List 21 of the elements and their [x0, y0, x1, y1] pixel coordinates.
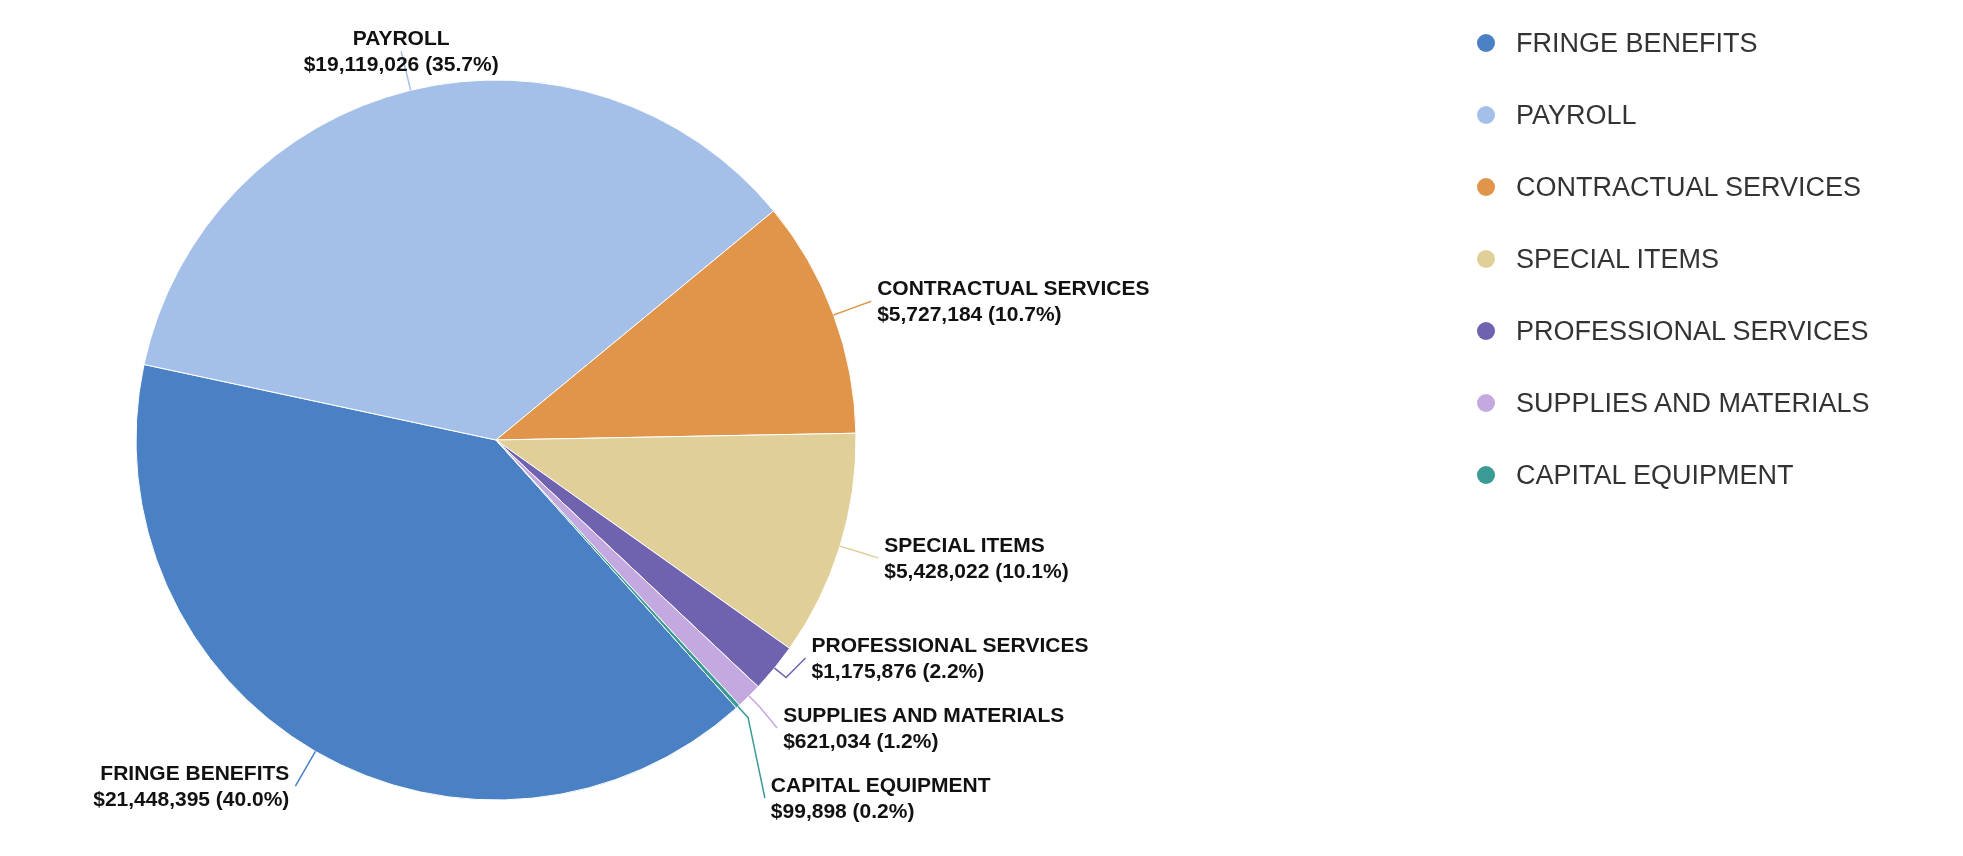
- data-label: $5,428,022 (10.1%): [884, 558, 1069, 582]
- data-label: $21,448,395 (40.0%): [93, 787, 290, 811]
- legend-label: CAPITAL EQUIPMENT: [1516, 460, 1794, 490]
- slice-label: CONTRACTUAL SERVICES: [877, 276, 1150, 300]
- data-label: $19,119,026 (35.7%): [303, 52, 499, 76]
- legend-label: PROFESSIONAL SERVICES: [1516, 316, 1869, 346]
- slice-label: SUPPLIES AND MATERIALS: [783, 703, 1065, 726]
- slice-label: CAPITAL EQUIPMENT: [770, 773, 991, 796]
- legend-label: PAYROLL: [1516, 100, 1637, 130]
- slice-label: SPECIAL ITEMS: [884, 532, 1045, 556]
- data-label: $5,727,184 (10.7%): [877, 302, 1062, 326]
- legend-label: SPECIAL ITEMS: [1516, 244, 1720, 274]
- slice-label: PAYROLL: [352, 26, 450, 50]
- legend-label: FRINGE BENEFITS: [1516, 28, 1758, 58]
- legend-label: CONTRACTUAL SERVICES: [1516, 172, 1862, 202]
- data-label: $621,034 (1.2%): [783, 729, 939, 752]
- legend-label: SUPPLIES AND MATERIALS: [1516, 388, 1870, 418]
- slice-label: PROFESSIONAL SERVICES: [811, 633, 1089, 656]
- data-label: $1,175,876 (2.2%): [811, 659, 985, 682]
- data-label: $99,898 (0.2%): [770, 799, 915, 822]
- slice-label: FRINGE BENEFITS: [100, 761, 290, 785]
